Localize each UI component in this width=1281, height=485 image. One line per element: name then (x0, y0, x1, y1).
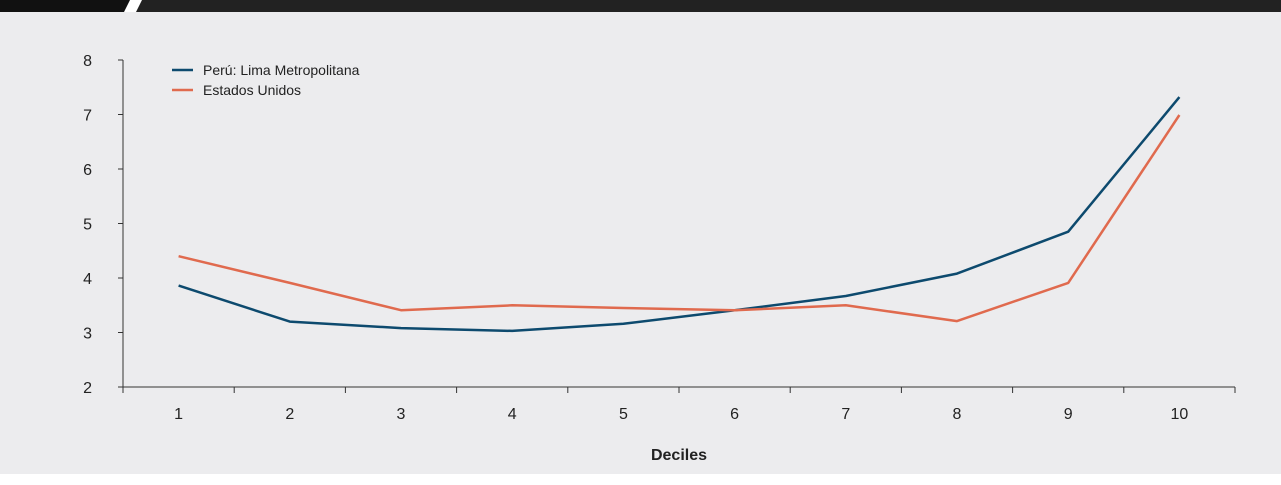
legend-label: Perú: Lima Metropolitana (203, 62, 360, 78)
series-layer (178, 96, 1181, 333)
y-tick-label: 2 (83, 380, 92, 397)
chart-panel (0, 12, 1281, 474)
x-axis-title: Deciles (651, 447, 707, 464)
top-banner (0, 0, 1281, 12)
x-tick-label: 3 (397, 406, 406, 423)
y-tick-label: 4 (83, 271, 92, 288)
y-axis: 2 3 4 5 6 7 8 (83, 53, 124, 397)
x-tick-label: 1 (174, 406, 183, 423)
y-tick-label: 3 (83, 326, 92, 343)
y-tick-label: 7 (83, 108, 92, 125)
x-tick-label: 10 (1171, 406, 1189, 423)
legend-label: Estados Unidos (203, 82, 301, 98)
x-tick-label: 6 (730, 406, 739, 423)
x-tick-label: 5 (619, 406, 628, 423)
x-axis: 1 2 3 4 5 6 7 8 9 10 (122, 386, 1236, 423)
x-tick-label: 4 (508, 406, 517, 423)
x-tick-label: 7 (841, 406, 850, 423)
x-tick-label: 8 (953, 406, 962, 423)
series-line-peru-lima (178, 96, 1181, 333)
x-tick-label: 9 (1064, 406, 1073, 423)
series-line-estados-unidos (178, 114, 1181, 323)
legend: Perú: Lima Metropolitana Estados Unidos (172, 62, 360, 98)
y-tick-label: 6 (83, 162, 92, 179)
y-tick-label: 8 (83, 53, 92, 70)
y-tick-label: 5 (83, 217, 92, 234)
x-tick-label: 2 (285, 406, 294, 423)
